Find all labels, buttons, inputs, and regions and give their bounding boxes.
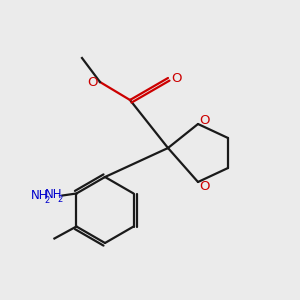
Text: NH: NH — [31, 189, 48, 202]
Text: 2: 2 — [57, 195, 62, 204]
Text: NH: NH — [45, 188, 62, 201]
Text: 2: 2 — [45, 196, 50, 205]
Text: O: O — [171, 71, 181, 85]
Text: O: O — [200, 179, 210, 193]
Text: O: O — [200, 113, 210, 127]
Text: O: O — [87, 76, 97, 88]
